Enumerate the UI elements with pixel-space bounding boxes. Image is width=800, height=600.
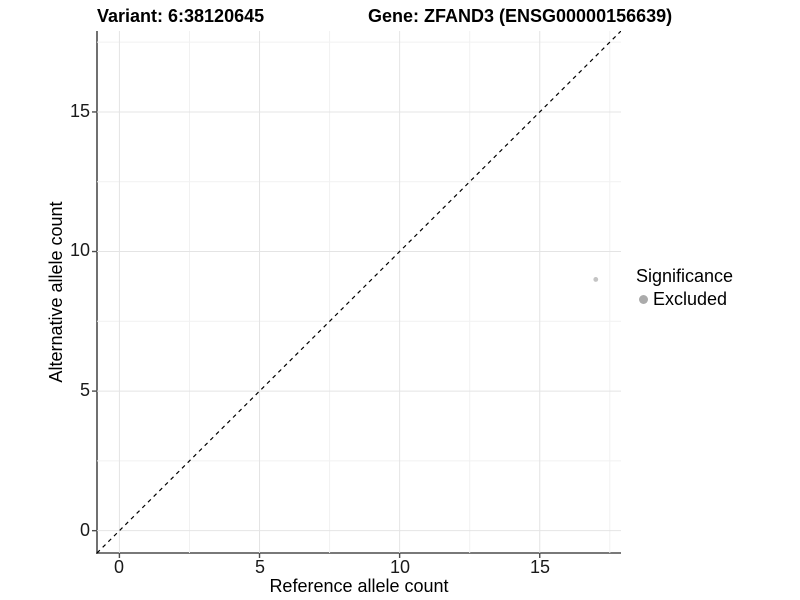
panel-area [97, 31, 621, 553]
y-tick-label-10: 10 [69, 240, 90, 260]
legend-entry-label: Excluded [653, 289, 728, 309]
legend-title: Significance [636, 266, 734, 286]
legend-point-icon [639, 294, 648, 304]
x-tick-label-5: 5 [254, 557, 265, 577]
x-tick-label-15: 15 [529, 557, 551, 577]
x-tick-label-0: 0 [113, 557, 124, 577]
axes-layer [92, 31, 621, 558]
plot-title-variant: Variant: 6:38120645 [97, 6, 265, 26]
y-tick-label-15: 15 [69, 101, 90, 121]
x-axis-title: Reference allele count [269, 576, 449, 596]
legend: Significance Excluded [636, 265, 733, 310]
y-tick-label-0: 0 [79, 520, 90, 540]
plot-title-gene: Gene: ZFAND3 (ENSG00000156639) [368, 6, 673, 26]
legend-entry-excluded: Excluded [636, 288, 733, 310]
y-tick-label-5: 5 [79, 380, 90, 400]
y-axis-title: Alternative allele count [46, 201, 66, 383]
x-tick-label-10: 10 [389, 557, 411, 577]
